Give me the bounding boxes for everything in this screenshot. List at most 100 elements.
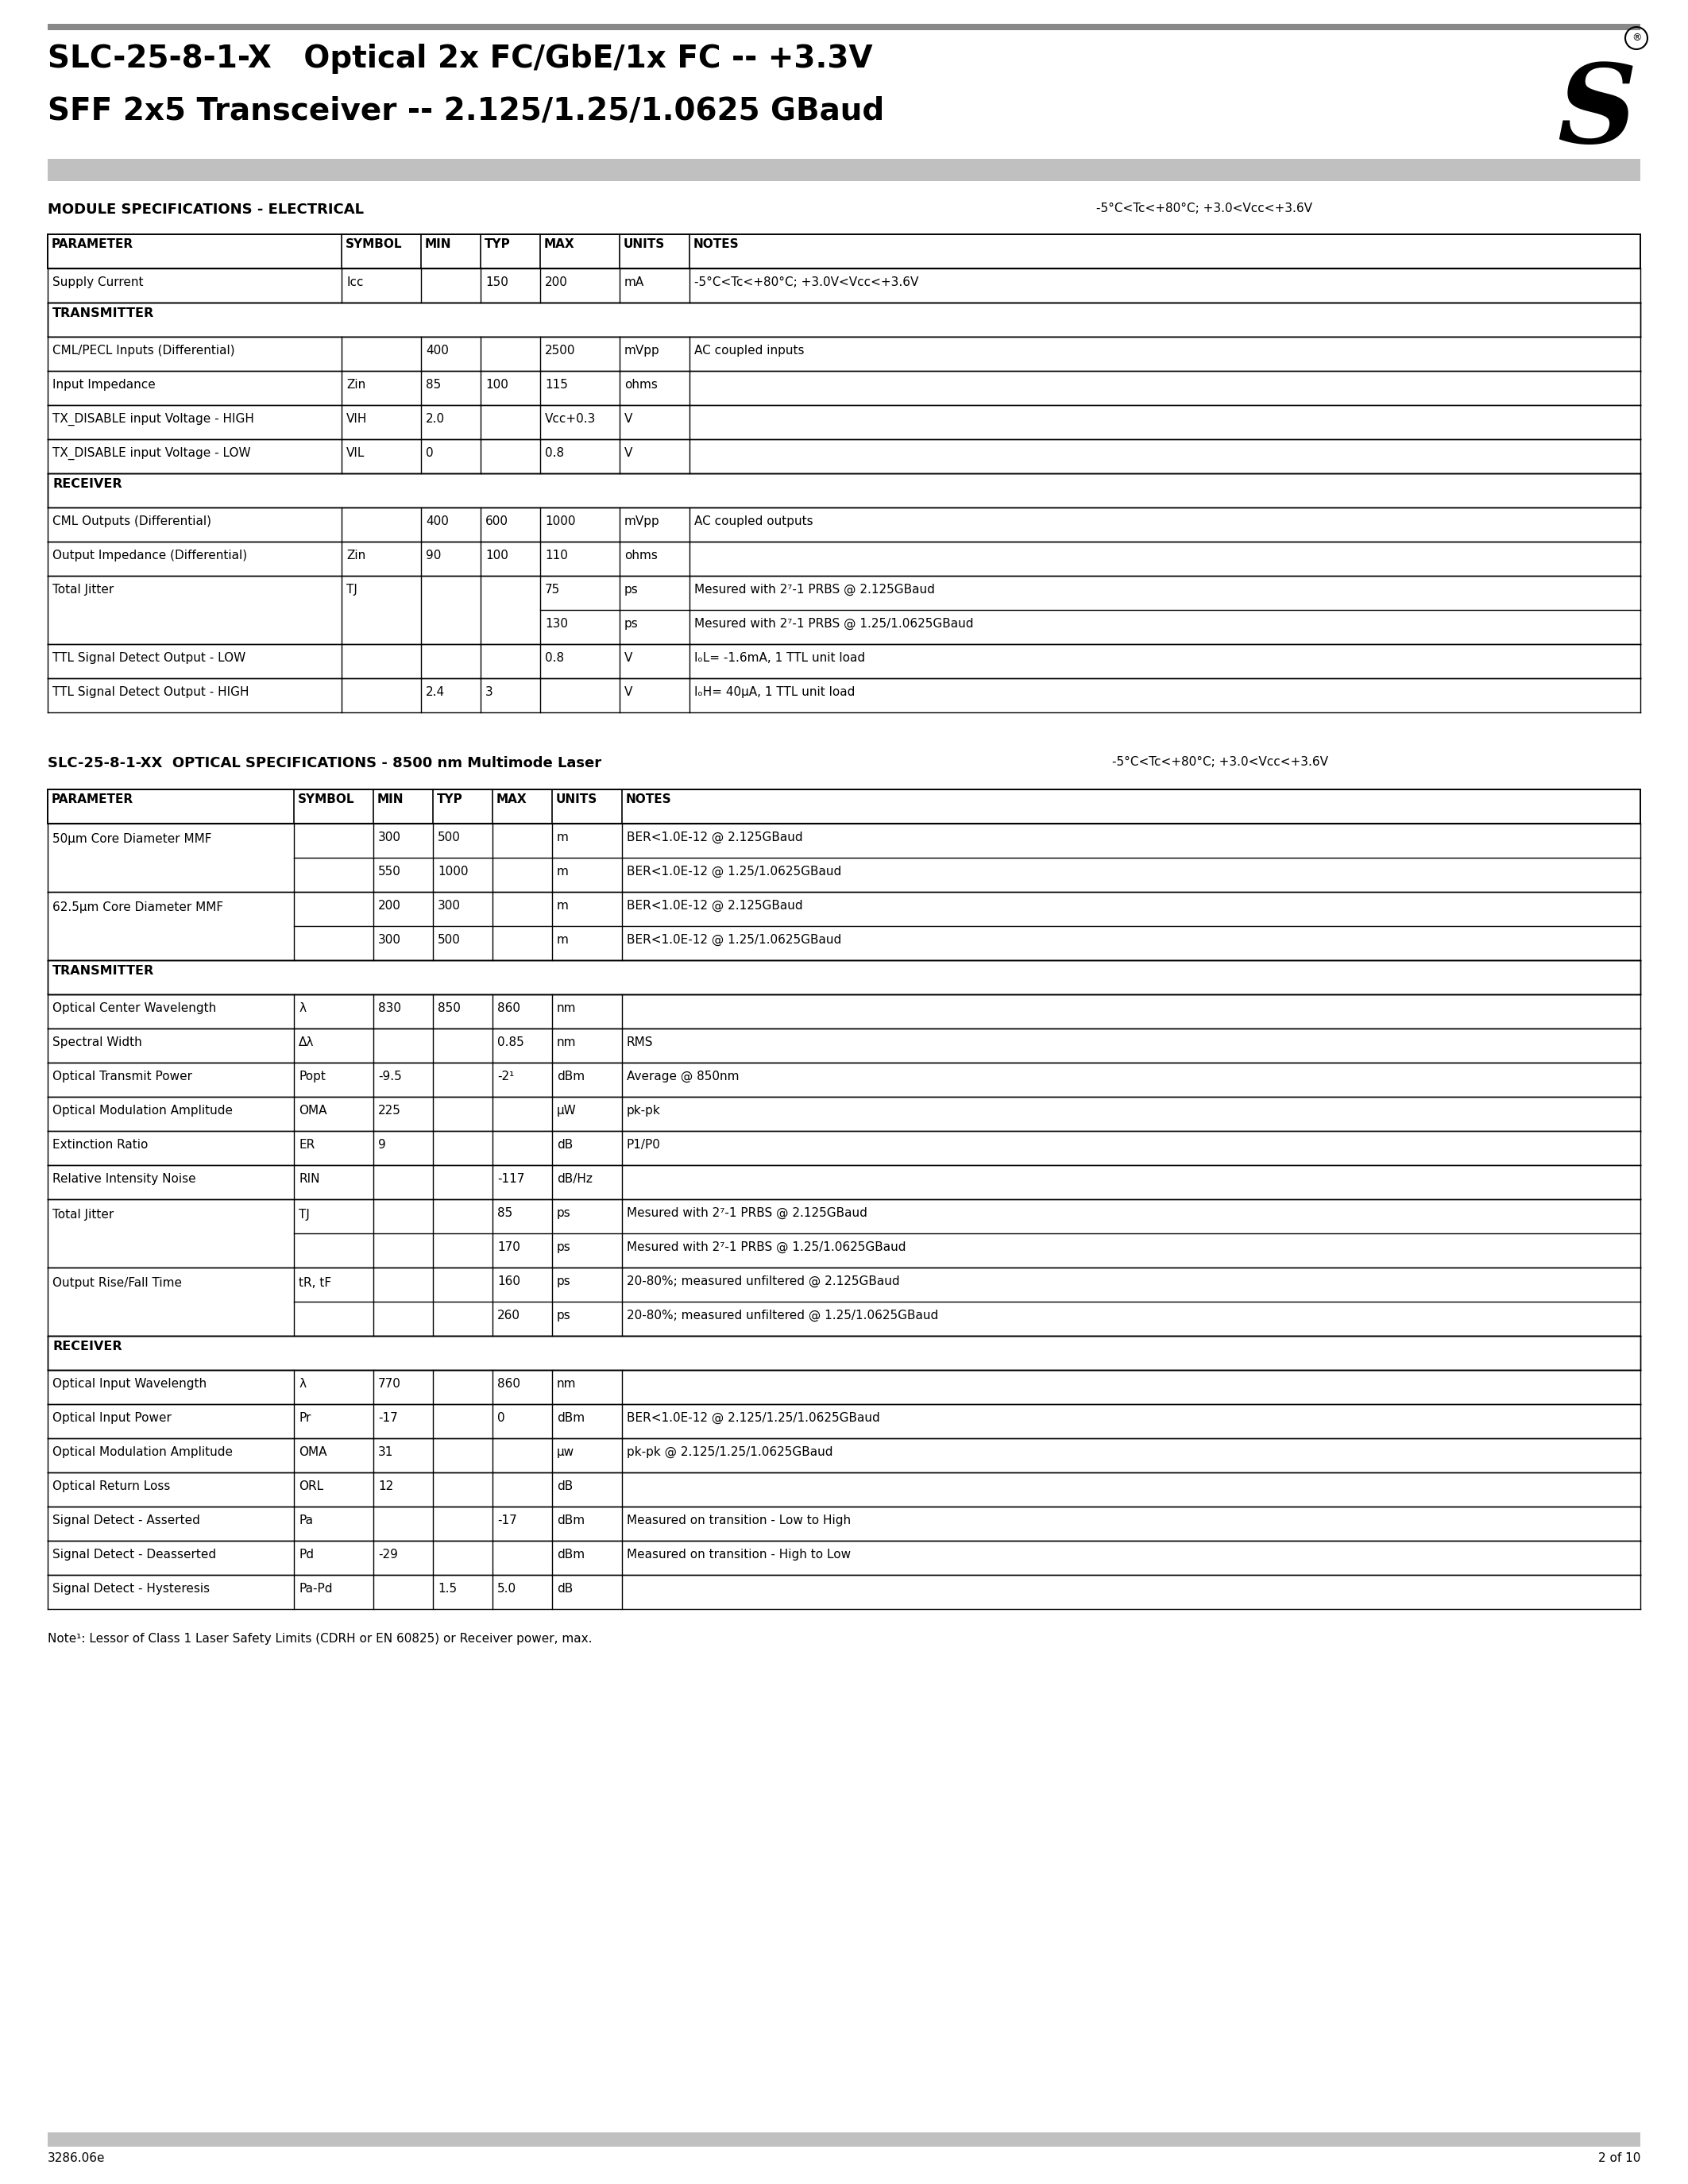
Text: 75: 75 [545, 583, 560, 596]
Text: MIN: MIN [425, 238, 452, 251]
Text: -17: -17 [498, 1514, 517, 1527]
Bar [47, 371, 1641, 404]
Text: Total Jitter: Total Jitter [52, 1208, 113, 1221]
Text: -2¹: -2¹ [498, 1070, 515, 1083]
Bar [47, 304, 1641, 336]
Text: 0: 0 [425, 448, 434, 459]
Bar [47, 404, 1641, 439]
Text: 85: 85 [425, 378, 441, 391]
Text: TYP: TYP [437, 793, 463, 806]
Bar [47, 1337, 1641, 1369]
Text: BER<1.0E-12 @ 1.25/1.0625GBaud: BER<1.0E-12 @ 1.25/1.0625GBaud [626, 935, 841, 946]
Text: 860: 860 [498, 1002, 520, 1013]
Text: Output Rise/Fall Time: Output Rise/Fall Time [52, 1278, 182, 1289]
Text: 0.85: 0.85 [498, 1037, 523, 1048]
Text: dBm: dBm [557, 1514, 584, 1527]
Text: dB: dB [557, 1481, 572, 1492]
Text: PARAMETER: PARAMETER [52, 238, 133, 251]
Text: nm: nm [557, 1002, 576, 1013]
Text: m: m [557, 832, 569, 843]
Text: V: V [625, 413, 633, 426]
Text: λ: λ [299, 1378, 306, 1389]
Text: Input Impedance: Input Impedance [52, 378, 155, 391]
Text: NOTES: NOTES [694, 238, 739, 251]
Text: mA: mA [625, 277, 645, 288]
Text: BER<1.0E-12 @ 2.125GBaud: BER<1.0E-12 @ 2.125GBaud [626, 832, 803, 843]
Text: -5°C<Tc<+80°C; +3.0V<Vcc<+3.6V: -5°C<Tc<+80°C; +3.0V<Vcc<+3.6V [694, 277, 918, 288]
Text: 400: 400 [425, 515, 449, 526]
Bar [47, 439, 1641, 474]
Text: 860: 860 [498, 1378, 520, 1389]
Text: 300: 300 [437, 900, 461, 911]
Text: 90: 90 [425, 550, 441, 561]
Text: Supply Current: Supply Current [52, 277, 143, 288]
Text: ohms: ohms [625, 378, 658, 391]
Text: Pa: Pa [299, 1514, 312, 1527]
Text: IₒH= 40μA, 1 TTL unit load: IₒH= 40μA, 1 TTL unit load [694, 686, 856, 699]
Text: TTL Signal Detect Output - HIGH: TTL Signal Detect Output - HIGH [52, 686, 250, 699]
Text: -17: -17 [378, 1413, 398, 1424]
Text: 260: 260 [498, 1310, 520, 1321]
Text: VIH: VIH [346, 413, 368, 426]
Text: TTL Signal Detect Output - LOW: TTL Signal Detect Output - LOW [52, 653, 246, 664]
Text: 5.0: 5.0 [498, 1583, 517, 1594]
Text: dBm: dBm [557, 1413, 584, 1424]
Text: 1.5: 1.5 [437, 1583, 457, 1594]
Text: 3286.06e: 3286.06e [47, 2151, 105, 2164]
Text: 115: 115 [545, 378, 567, 391]
Text: VIL: VIL [346, 448, 365, 459]
Text: Optical Modulation Amplitude: Optical Modulation Amplitude [52, 1446, 233, 1459]
Text: 62.5μm Core Diameter MMF: 62.5μm Core Diameter MMF [52, 902, 223, 913]
Text: 0: 0 [498, 1413, 505, 1424]
Text: 0.8: 0.8 [545, 653, 564, 664]
Text: SFF 2x5 Transceiver -- 2.125/1.25/1.0625 GBaud: SFF 2x5 Transceiver -- 2.125/1.25/1.0625… [47, 96, 885, 124]
Text: SYMBOL: SYMBOL [346, 238, 402, 251]
Text: ®: ® [1631, 33, 1641, 44]
Text: Δλ: Δλ [299, 1037, 314, 1048]
Text: Mesured with 2⁷-1 PRBS @ 2.125GBaud: Mesured with 2⁷-1 PRBS @ 2.125GBaud [626, 1208, 868, 1219]
Text: Total Jitter: Total Jitter [52, 583, 113, 596]
Text: 85: 85 [498, 1208, 513, 1219]
Text: TJ: TJ [299, 1208, 309, 1221]
Text: 160: 160 [498, 1275, 520, 1286]
Text: 100: 100 [486, 378, 508, 391]
Text: Optical Modulation Amplitude: Optical Modulation Amplitude [52, 1105, 233, 1116]
Text: OMA: OMA [299, 1446, 327, 1459]
Text: 300: 300 [378, 935, 402, 946]
Text: Note¹: Lessor of Class 1 Laser Safety Limits (CDRH or EN 60825) or Receiver powe: Note¹: Lessor of Class 1 Laser Safety Li… [47, 1634, 592, 1645]
Text: OMA: OMA [299, 1105, 327, 1116]
Text: Average @ 850nm: Average @ 850nm [626, 1070, 739, 1083]
Text: P1/P0: P1/P0 [626, 1138, 660, 1151]
Text: ohms: ohms [625, 550, 658, 561]
Text: 200: 200 [545, 277, 567, 288]
Text: ER: ER [299, 1138, 314, 1151]
Text: pk-pk: pk-pk [626, 1105, 660, 1116]
Text: BER<1.0E-12 @ 2.125GBaud: BER<1.0E-12 @ 2.125GBaud [626, 900, 803, 913]
Text: Pd: Pd [299, 1548, 314, 1562]
Text: SYMBOL: SYMBOL [297, 793, 354, 806]
Text: Popt: Popt [299, 1070, 326, 1083]
Text: ps: ps [625, 583, 638, 596]
Text: Optical Transmit Power: Optical Transmit Power [52, 1070, 192, 1083]
Text: 2 of 10: 2 of 10 [1599, 2151, 1641, 2164]
Text: CML Outputs (Differential): CML Outputs (Differential) [52, 515, 211, 526]
Text: MAX: MAX [544, 238, 576, 251]
Text: BER<1.0E-12 @ 2.125/1.25/1.0625GBaud: BER<1.0E-12 @ 2.125/1.25/1.0625GBaud [626, 1413, 879, 1424]
Text: Signal Detect - Deasserted: Signal Detect - Deasserted [52, 1548, 216, 1562]
Bar [47, 644, 1641, 679]
Text: Signal Detect - Asserted: Signal Detect - Asserted [52, 1514, 201, 1527]
Text: Mesured with 2⁷-1 PRBS @ 1.25/1.0625GBaud: Mesured with 2⁷-1 PRBS @ 1.25/1.0625GBau… [694, 618, 974, 629]
Text: 225: 225 [378, 1105, 402, 1116]
Text: 1000: 1000 [437, 865, 468, 878]
Text: Optical Center Wavelength: Optical Center Wavelength [52, 1002, 216, 1013]
Bar [47, 474, 1641, 507]
Text: RECEIVER: RECEIVER [52, 1341, 122, 1352]
Text: MIN: MIN [378, 793, 403, 806]
Text: MODULE SPECIFICATIONS - ELECTRICAL: MODULE SPECIFICATIONS - ELECTRICAL [47, 203, 365, 216]
Text: m: m [557, 865, 569, 878]
Text: tR, tF: tR, tF [299, 1278, 331, 1289]
Text: PARAMETER: PARAMETER [52, 793, 133, 806]
Text: Spectral Width: Spectral Width [52, 1037, 142, 1048]
Text: 2.0: 2.0 [425, 413, 446, 426]
Text: 550: 550 [378, 865, 402, 878]
